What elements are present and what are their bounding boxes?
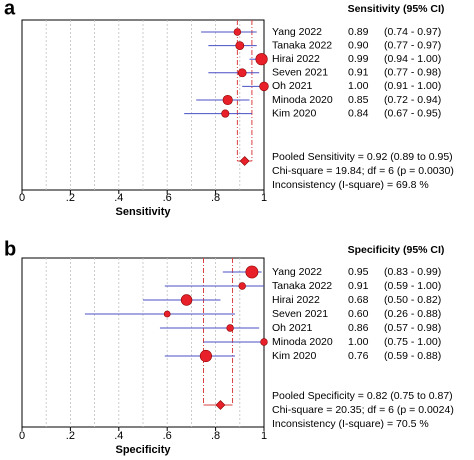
study-ci: (0.77 - 0.97) <box>384 39 441 51</box>
x-tick-label: 1 <box>261 192 267 204</box>
pooled-diamond <box>239 156 250 166</box>
study-point <box>180 294 193 306</box>
study-name: Hirai 2022 <box>272 294 320 306</box>
x-tick-label: 0 <box>19 192 25 204</box>
study-ci: (0.94 - 1.00) <box>384 53 441 65</box>
study-ci: (0.50 - 0.82) <box>384 294 441 306</box>
study-name: Tanaka 2022 <box>272 280 332 292</box>
study-estimate: 0.68 <box>348 294 369 306</box>
x-tick-label: .2 <box>66 192 75 204</box>
x-tick-label: 1 <box>261 430 267 442</box>
study-ci: (0.77 - 0.98) <box>384 67 441 79</box>
study-point <box>255 53 268 66</box>
study-estimate: 0.60 <box>348 308 369 320</box>
study-estimate: 0.89 <box>348 26 369 38</box>
study-name: Minoda 2020 <box>272 336 333 348</box>
study-estimate: 0.85 <box>348 94 369 106</box>
x-axis-label: Sensitivity <box>115 206 171 218</box>
study-name: Yang 2022 <box>272 266 322 278</box>
study-estimate: 1.00 <box>348 80 369 92</box>
study-point <box>235 41 245 50</box>
study-estimate: 0.84 <box>348 107 369 119</box>
x-tick-label: .8 <box>211 192 220 204</box>
x-tick-label: 0 <box>19 430 25 442</box>
study-point <box>163 310 171 318</box>
study-ci: (0.59 - 1.00) <box>384 280 441 292</box>
study-estimate: 0.90 <box>348 39 369 51</box>
study-ci: (0.59 - 0.88) <box>384 350 441 362</box>
pooled-stats-line: Chi-square = 19.84; df = 6 (p = 0.0030) <box>272 165 454 177</box>
study-estimate: 1.00 <box>348 336 369 348</box>
study-name: Oh 2021 <box>272 80 312 92</box>
pooled-diamond <box>215 400 226 410</box>
study-ci: (0.83 - 0.99) <box>384 266 441 278</box>
study-name: Yang 2022 <box>272 26 322 38</box>
column-header: Specificity (95% CI) <box>348 244 445 256</box>
x-tick-label: .4 <box>114 430 123 442</box>
study-point <box>222 94 233 106</box>
column-header: Sensitivity (95% CI) <box>348 3 445 15</box>
study-point <box>238 282 246 290</box>
study-name: Hirai 2022 <box>272 53 320 65</box>
x-tick-label: .6 <box>163 192 172 204</box>
pooled-stats-line: Pooled Specificity = 0.82 (0.75 to 0.87) <box>272 390 453 402</box>
study-point <box>259 81 269 92</box>
study-point <box>260 338 268 346</box>
study-name: Kim 2020 <box>272 107 317 119</box>
study-point <box>237 68 247 78</box>
study-estimate: 0.76 <box>348 350 369 362</box>
study-estimate: 0.91 <box>348 67 369 79</box>
study-name: Oh 2021 <box>272 322 312 334</box>
study-estimate: 0.99 <box>348 53 369 65</box>
study-name: Tanaka 2022 <box>272 39 332 51</box>
study-ci: (0.75 - 1.00) <box>384 336 441 348</box>
study-point <box>199 349 212 363</box>
x-axis-label: Specificity <box>115 444 171 456</box>
study-ci: (0.67 - 0.95) <box>384 107 441 119</box>
study-name: Kim 2020 <box>272 350 317 362</box>
pooled-stats-line: Inconsistency (I-square) = 70.5 % <box>272 418 429 430</box>
study-ci: (0.57 - 0.98) <box>384 322 441 334</box>
panel-label: b <box>4 238 16 260</box>
study-name: Seven 2021 <box>272 67 328 79</box>
study-estimate: 0.91 <box>348 280 369 292</box>
study-point <box>226 324 234 332</box>
study-ci: (0.91 - 1.00) <box>384 80 441 92</box>
pooled-stats-line: Inconsistency (I-square) = 69.8 % <box>272 179 429 191</box>
study-point <box>245 265 259 279</box>
study-ci: (0.74 - 0.97) <box>384 26 441 38</box>
study-estimate: 0.95 <box>348 266 369 278</box>
pooled-stats-line: Chi-square = 20.35; df = 6 (p = 0.0024) <box>272 404 454 416</box>
pooled-stats-line: Pooled Sensitivity = 0.92 (0.89 to 0.95) <box>272 151 453 163</box>
study-name: Seven 2021 <box>272 308 328 320</box>
x-tick-label: .8 <box>211 430 220 442</box>
x-tick-label: .2 <box>66 430 75 442</box>
x-tick-label: .6 <box>163 430 172 442</box>
study-estimate: 0.86 <box>348 322 369 334</box>
study-point <box>233 28 242 36</box>
x-tick-label: .4 <box>114 192 123 204</box>
study-point <box>221 109 230 118</box>
study-name: Minoda 2020 <box>272 94 333 106</box>
study-ci: (0.72 - 0.94) <box>384 94 441 106</box>
study-ci: (0.26 - 0.88) <box>384 308 441 320</box>
panel-label: a <box>4 0 16 19</box>
